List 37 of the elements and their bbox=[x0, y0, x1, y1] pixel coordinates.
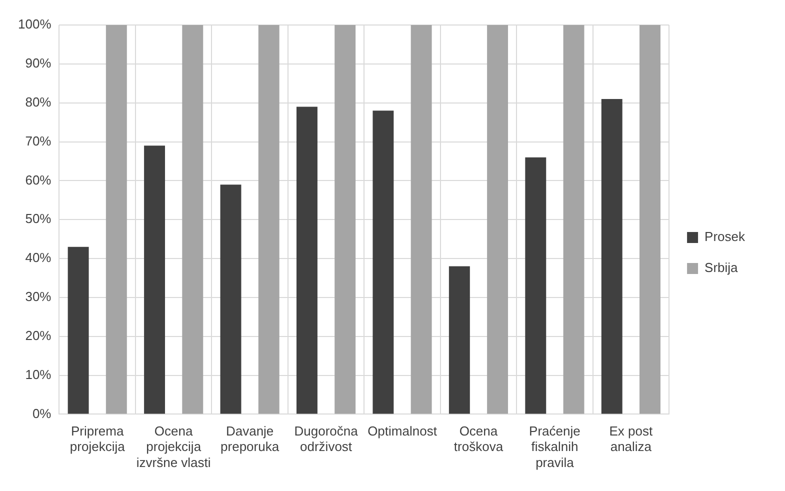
y-tick-label: 80% bbox=[25, 94, 52, 110]
x-tick-label: Davanje preporuka bbox=[220, 424, 280, 454]
bar bbox=[601, 98, 622, 414]
y-tick-label: 10% bbox=[25, 366, 52, 382]
bar bbox=[106, 25, 127, 414]
bar bbox=[487, 25, 508, 414]
bar bbox=[640, 25, 660, 414]
x-tick-label: Optimalnost bbox=[368, 424, 438, 439]
bar bbox=[410, 25, 432, 414]
bar bbox=[448, 266, 470, 414]
x-tick-label: Priprema projekcija bbox=[70, 424, 126, 454]
y-tick-label: 0% bbox=[32, 406, 52, 421]
legend-label: Srbija bbox=[704, 260, 739, 276]
bar bbox=[68, 246, 89, 414]
y-tick-label: 60% bbox=[25, 172, 52, 188]
x-tick-label: Ex post analiza bbox=[609, 424, 653, 454]
bar bbox=[220, 184, 242, 414]
x-tick-label: Ocena troškova bbox=[454, 424, 504, 454]
y-tick-label: 50% bbox=[25, 211, 52, 226]
legend-label: Prosek bbox=[704, 229, 746, 244]
x-tick-label: Praćenje fiskalnih pravila bbox=[529, 424, 580, 470]
bar bbox=[563, 25, 584, 414]
bar bbox=[258, 25, 280, 414]
bar bbox=[182, 25, 204, 414]
y-tick-label: 100% bbox=[18, 16, 52, 32]
bar bbox=[334, 25, 356, 414]
y-tick-label: 70% bbox=[25, 133, 52, 148]
y-tick-label: 30% bbox=[25, 289, 52, 304]
bar bbox=[296, 106, 318, 414]
y-tick-label: 20% bbox=[25, 328, 52, 343]
bar bbox=[525, 157, 546, 414]
x-tick-label: Ocena projekcija izvršne vlasti bbox=[136, 424, 211, 470]
x-tick-label: Dugoročna održivost bbox=[294, 424, 359, 454]
y-tick-label: 40% bbox=[25, 250, 52, 266]
y-tick-label: 90% bbox=[25, 56, 52, 70]
bar bbox=[144, 146, 166, 414]
bar bbox=[372, 110, 394, 414]
